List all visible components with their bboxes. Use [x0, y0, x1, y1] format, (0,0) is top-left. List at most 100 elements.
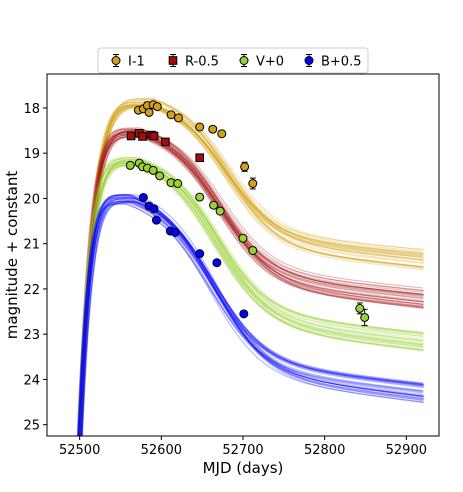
data-point	[170, 227, 180, 237]
data-point	[208, 124, 218, 134]
model-curve	[78, 133, 424, 436]
data-point	[195, 122, 205, 132]
x-tick-label: 52700	[222, 443, 263, 458]
model-curve	[80, 160, 424, 436]
model-curve	[78, 130, 424, 436]
model-curve	[79, 194, 424, 436]
data-point	[195, 192, 205, 202]
model-curve	[77, 136, 425, 436]
model-curve	[77, 157, 424, 436]
data-point	[149, 204, 159, 214]
model-curve	[77, 194, 425, 436]
legend-label: I-1	[128, 55, 145, 70]
model-curve	[78, 133, 424, 436]
model-curve	[76, 196, 423, 436]
model-curve	[78, 134, 424, 436]
data-point	[212, 258, 222, 268]
x-axis-ticks: 52500 52600 52700 52800 52900	[59, 436, 427, 458]
model-curve	[78, 129, 424, 436]
y-axis-ticks: 18 19 20 21 22 23 24 25	[23, 102, 47, 434]
model-curve	[79, 195, 425, 436]
model-curve	[78, 102, 425, 436]
model-curve	[77, 131, 424, 436]
legend-marker	[239, 56, 249, 65]
legend-label: V+0	[256, 55, 284, 70]
data-point	[125, 160, 135, 170]
data-point	[238, 233, 248, 243]
model-curve	[79, 193, 423, 436]
model-curve	[77, 197, 425, 436]
data-point	[173, 113, 183, 123]
model-curve	[77, 128, 425, 436]
model-curve	[79, 159, 424, 436]
model-curve	[78, 104, 424, 436]
model-curve	[79, 200, 424, 436]
model-curve	[79, 194, 424, 436]
model-curve	[81, 134, 425, 436]
model-curve	[78, 127, 424, 436]
model-curve	[77, 196, 424, 436]
y-axis-label: magnitude + constant	[3, 171, 21, 340]
model-curve	[78, 133, 424, 436]
y-tick-label: 20	[23, 192, 40, 207]
model-curve	[78, 136, 423, 436]
model-curve	[78, 104, 424, 436]
model-curve	[80, 194, 424, 436]
data-point	[151, 215, 161, 225]
model-curve	[77, 101, 424, 436]
model-curve	[79, 104, 424, 436]
model-curve	[79, 104, 424, 436]
model-curve	[80, 201, 425, 436]
data-point	[239, 309, 249, 319]
model-curve	[79, 198, 424, 436]
data-point	[138, 193, 148, 203]
y-tick-label: 24	[23, 373, 40, 388]
model-curve	[80, 104, 425, 436]
model-curve	[78, 107, 425, 436]
model-curve	[77, 197, 423, 436]
data-point	[248, 179, 258, 189]
model-curve	[78, 106, 424, 436]
data-point	[215, 206, 225, 216]
model-curve	[81, 98, 424, 436]
model-curve	[80, 133, 424, 436]
model-curve	[77, 203, 424, 436]
data-points	[125, 100, 370, 322]
model-curve	[77, 159, 423, 436]
y-tick-label: 23	[23, 328, 40, 343]
model-curve	[79, 98, 425, 436]
x-tick-label: 52600	[141, 443, 182, 458]
data-point	[161, 137, 170, 147]
data-point	[126, 131, 136, 141]
model-curve	[79, 99, 424, 436]
model-curve	[78, 201, 423, 436]
data-point	[149, 131, 159, 141]
model-curve	[81, 197, 424, 436]
y-tick-label: 18	[23, 102, 40, 117]
model-curve	[80, 105, 423, 436]
model-curve	[81, 200, 425, 436]
model-curve	[80, 156, 424, 436]
legend-frame	[97, 47, 369, 74]
y-tick-label: 19	[23, 147, 40, 162]
y-tick-label: 25	[23, 419, 40, 434]
model-curve	[80, 197, 424, 436]
model-curve	[78, 107, 425, 436]
model-curve	[78, 129, 424, 436]
model-curve	[78, 194, 424, 436]
data-point	[138, 132, 147, 141]
x-tick-label: 52900	[386, 443, 427, 458]
model-curve	[78, 203, 424, 436]
model-curve	[80, 159, 425, 436]
model-curve	[80, 99, 423, 436]
data-point	[195, 249, 205, 259]
data-point	[355, 303, 365, 313]
model-curve	[80, 200, 424, 436]
model-curve	[80, 101, 423, 436]
model-curve	[80, 104, 424, 436]
data-point	[144, 107, 154, 117]
legend-entry: R-0.5	[168, 54, 219, 70]
model-curve	[78, 201, 424, 436]
y-tick-label: 22	[23, 283, 40, 298]
